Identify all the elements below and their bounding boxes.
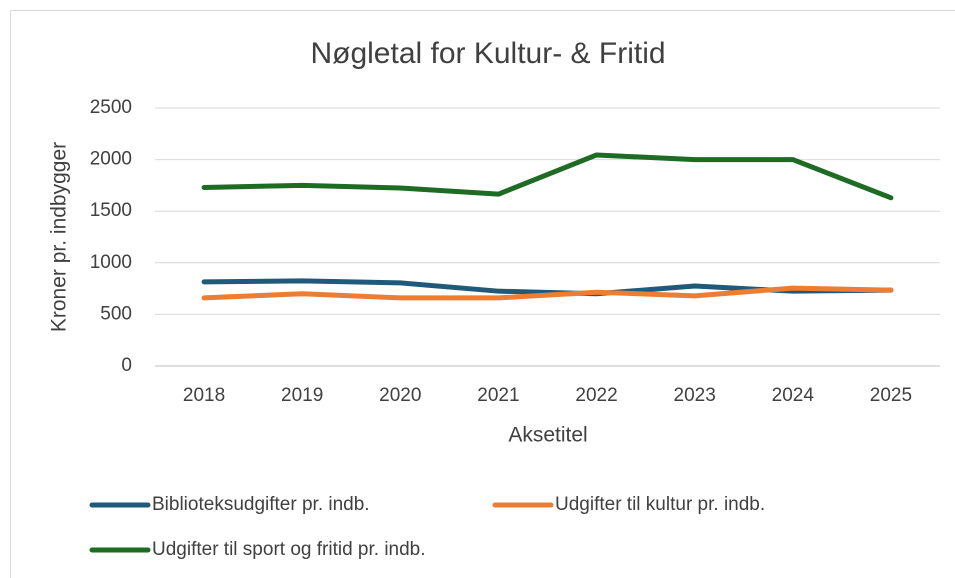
x-tick-label: 2025 [870,385,912,406]
y-tick-label: 1000 [90,252,132,273]
x-tick-label: 2022 [575,385,617,406]
x-tick-label: 2024 [772,385,815,406]
data-line [201,152,894,201]
x-tick-label: 2023 [674,385,716,406]
chart-title: Nøgletal for Kultur- & Fritid [310,37,665,70]
y-tick-label: 500 [100,303,132,324]
y-axis-title: Kroner pr. indbygger [48,142,71,332]
x-tick-label: 2020 [379,385,421,406]
x-tick-label: 2018 [183,385,225,406]
data-line [201,285,894,301]
chart-border [10,10,955,578]
y-tick-label: 2000 [90,149,132,170]
legend-label: Udgifter til kultur pr. indb. [555,494,765,515]
legend-label: Udgifter til sport og fritid pr. indb. [152,539,426,560]
y-tick-label: 1500 [90,200,132,221]
y-tick-label: 0 [121,355,132,376]
legend-label: Biblioteksudgifter pr. indb. [152,494,370,515]
x-tick-label: 2021 [477,385,519,406]
x-tick-label: 2019 [281,385,323,406]
y-tick-label: 2500 [90,97,132,118]
x-axis-title: Aksetitel [508,424,587,447]
